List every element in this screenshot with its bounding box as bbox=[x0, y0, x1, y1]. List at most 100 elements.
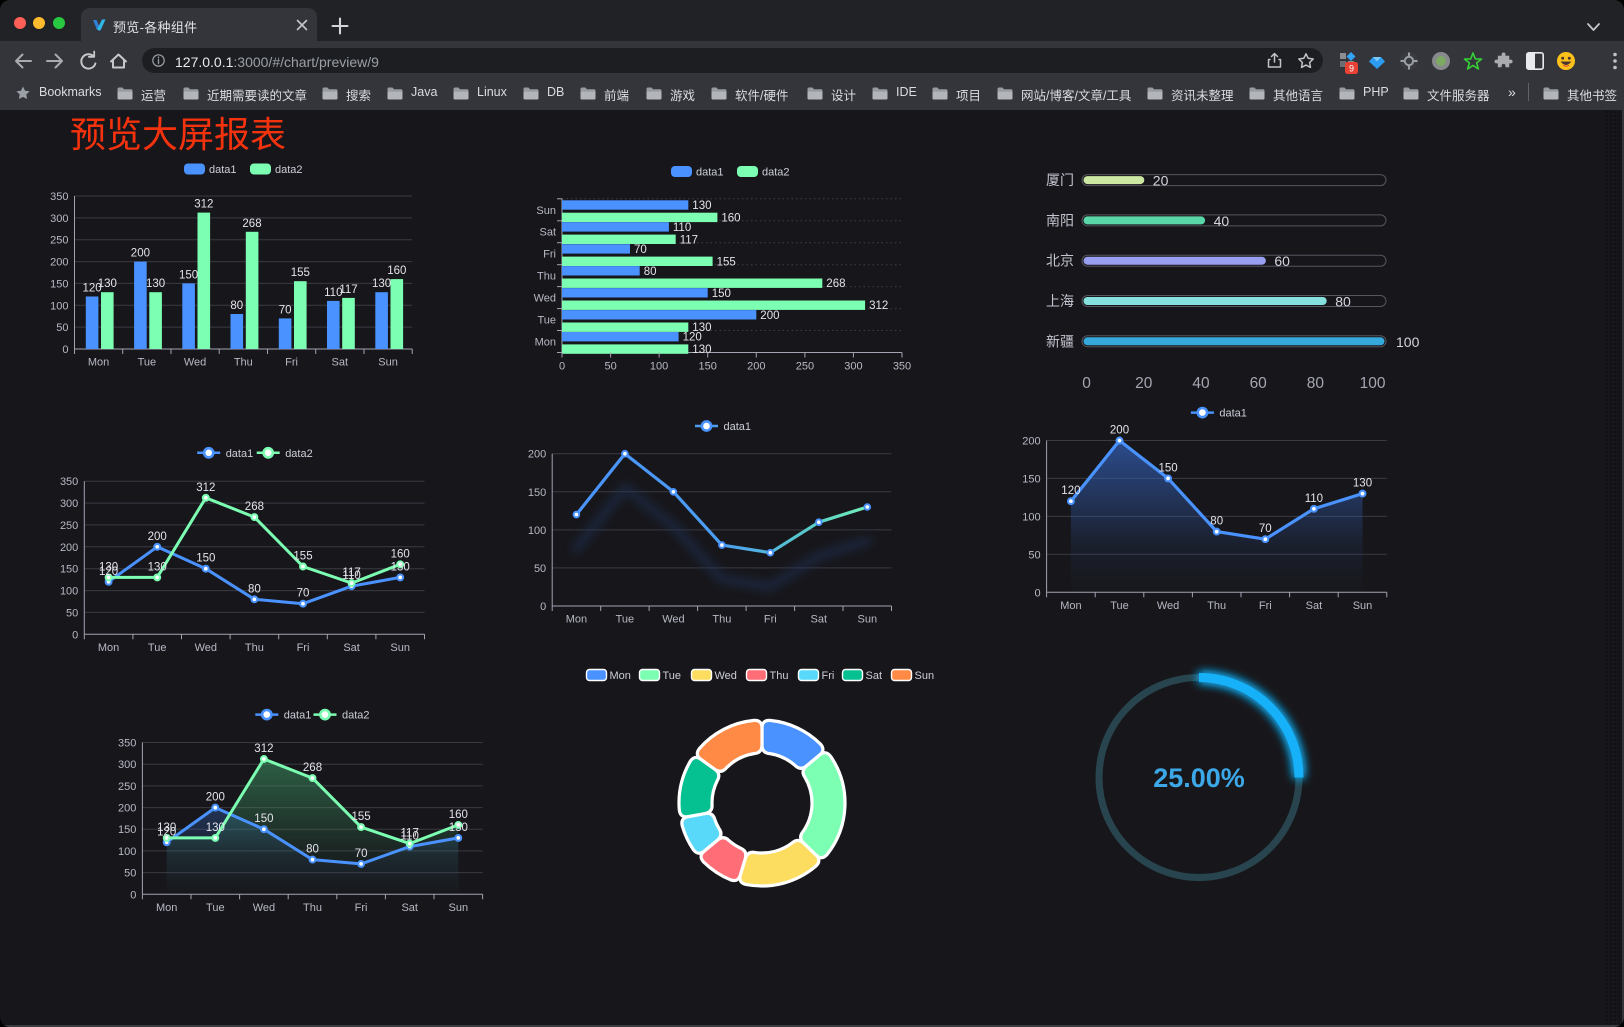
svg-text:9: 9 bbox=[1349, 63, 1354, 73]
svg-text:150: 150 bbox=[712, 288, 731, 300]
svg-text:268: 268 bbox=[826, 278, 845, 290]
svg-text:200: 200 bbox=[148, 531, 167, 543]
svg-text:25.00%: 25.00% bbox=[1153, 763, 1245, 793]
svg-text:Wed: Wed bbox=[195, 642, 217, 654]
svg-text:50: 50 bbox=[1028, 549, 1040, 561]
svg-text:Wed: Wed bbox=[662, 614, 684, 626]
svg-text:Tue: Tue bbox=[148, 642, 167, 654]
svg-text:350: 350 bbox=[60, 476, 78, 488]
svg-text:200: 200 bbox=[118, 803, 136, 815]
svg-text:250: 250 bbox=[796, 361, 814, 373]
svg-text:130: 130 bbox=[692, 200, 711, 212]
svg-text:110: 110 bbox=[673, 222, 691, 234]
svg-text:160: 160 bbox=[721, 212, 740, 224]
svg-text:0: 0 bbox=[62, 344, 68, 356]
svg-text:Mon: Mon bbox=[535, 337, 556, 349]
svg-text:data1: data1 bbox=[226, 448, 254, 460]
svg-text:Fri: Fri bbox=[764, 614, 777, 626]
svg-text:70: 70 bbox=[1259, 523, 1272, 535]
svg-text:130: 130 bbox=[391, 561, 410, 573]
svg-text:130: 130 bbox=[692, 344, 711, 356]
svg-text:250: 250 bbox=[50, 235, 68, 247]
svg-text:Tue: Tue bbox=[1110, 600, 1129, 612]
svg-text:200: 200 bbox=[60, 542, 78, 554]
svg-text:110: 110 bbox=[342, 570, 360, 582]
svg-text:250: 250 bbox=[60, 520, 78, 532]
svg-text:80: 80 bbox=[248, 583, 261, 595]
svg-text:Thu: Thu bbox=[303, 902, 322, 914]
svg-text:0: 0 bbox=[1034, 587, 1040, 599]
svg-text:Thu: Thu bbox=[537, 271, 556, 283]
svg-text:Wed: Wed bbox=[184, 357, 206, 369]
svg-text:130: 130 bbox=[146, 278, 165, 290]
svg-text:110: 110 bbox=[1305, 493, 1323, 505]
svg-text:40: 40 bbox=[1214, 213, 1230, 229]
svg-text:150: 150 bbox=[528, 487, 546, 499]
svg-text:Sun: Sun bbox=[536, 205, 556, 217]
svg-text:Tue: Tue bbox=[138, 357, 157, 369]
svg-text:155: 155 bbox=[291, 267, 310, 279]
svg-text:300: 300 bbox=[118, 759, 136, 771]
svg-text:50: 50 bbox=[56, 322, 68, 334]
svg-text:100: 100 bbox=[118, 846, 136, 858]
svg-text:200: 200 bbox=[528, 449, 546, 461]
svg-text:130: 130 bbox=[148, 561, 167, 573]
svg-text:350: 350 bbox=[118, 738, 136, 750]
svg-text:155: 155 bbox=[717, 256, 736, 268]
svg-text:150: 150 bbox=[118, 824, 136, 836]
svg-text:80: 80 bbox=[644, 266, 657, 278]
svg-text:data2: data2 bbox=[275, 164, 303, 176]
svg-text:50: 50 bbox=[66, 607, 78, 619]
svg-text:Fri: Fri bbox=[355, 902, 368, 914]
svg-text:data1: data1 bbox=[696, 167, 724, 179]
svg-text:312: 312 bbox=[196, 482, 215, 494]
svg-text:南阳: 南阳 bbox=[1046, 212, 1074, 228]
svg-text:40: 40 bbox=[1192, 375, 1210, 392]
svg-text:Fri: Fri bbox=[297, 642, 310, 654]
svg-text:100: 100 bbox=[50, 300, 68, 312]
svg-text:50: 50 bbox=[604, 361, 616, 373]
svg-text:200: 200 bbox=[1110, 425, 1129, 437]
svg-text:Sat: Sat bbox=[401, 902, 418, 914]
svg-text:130: 130 bbox=[1353, 478, 1372, 490]
svg-text:100: 100 bbox=[1360, 375, 1386, 392]
svg-text:200: 200 bbox=[1022, 436, 1040, 448]
svg-text:Sat: Sat bbox=[332, 357, 349, 369]
svg-text:data2: data2 bbox=[285, 448, 313, 460]
svg-text:312: 312 bbox=[869, 300, 888, 312]
svg-text:268: 268 bbox=[303, 762, 322, 774]
svg-text:Thu: Thu bbox=[770, 670, 789, 682]
svg-text:Thu: Thu bbox=[234, 357, 253, 369]
svg-text:150: 150 bbox=[699, 361, 717, 373]
svg-text:0: 0 bbox=[130, 889, 136, 901]
svg-text:110: 110 bbox=[401, 831, 419, 843]
svg-text:150: 150 bbox=[179, 269, 198, 281]
svg-text:Wed: Wed bbox=[253, 902, 275, 914]
svg-text:Tue: Tue bbox=[206, 902, 225, 914]
svg-text:100: 100 bbox=[1396, 334, 1420, 350]
svg-text:厦门: 厦门 bbox=[1046, 172, 1074, 188]
svg-text:Wed: Wed bbox=[715, 670, 737, 682]
svg-text:Tue: Tue bbox=[537, 315, 556, 327]
svg-text:0: 0 bbox=[559, 361, 565, 373]
svg-text:Mon: Mon bbox=[98, 642, 119, 654]
svg-text:50: 50 bbox=[124, 868, 136, 880]
svg-text:117: 117 bbox=[342, 567, 360, 579]
svg-text:预览大屏报表: 预览大屏报表 bbox=[70, 114, 286, 155]
svg-text:Sat: Sat bbox=[866, 670, 883, 682]
svg-text:data1: data1 bbox=[209, 164, 237, 176]
svg-text:80: 80 bbox=[1307, 375, 1325, 392]
svg-text:data1: data1 bbox=[1219, 408, 1247, 420]
svg-text:268: 268 bbox=[245, 501, 264, 513]
svg-text:150: 150 bbox=[1022, 473, 1040, 485]
svg-text:155: 155 bbox=[352, 811, 371, 823]
svg-text:Sun: Sun bbox=[858, 614, 878, 626]
svg-text:70: 70 bbox=[634, 244, 647, 256]
svg-text:200: 200 bbox=[131, 248, 150, 260]
svg-text:Mon: Mon bbox=[610, 670, 631, 682]
svg-text:Sat: Sat bbox=[1306, 600, 1323, 612]
svg-text:Mon: Mon bbox=[566, 614, 587, 626]
svg-text:100: 100 bbox=[650, 361, 668, 373]
svg-text:60: 60 bbox=[1250, 375, 1268, 392]
svg-text:117: 117 bbox=[401, 828, 419, 840]
